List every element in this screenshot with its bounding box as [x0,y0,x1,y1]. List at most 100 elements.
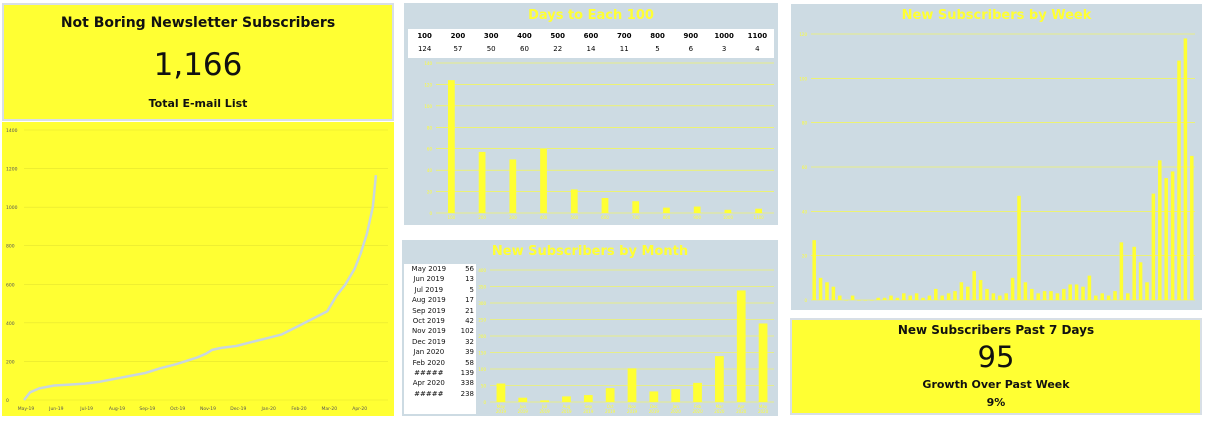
week-svg-bar [831,286,836,300]
cumulative-xtick: Aug-19 [109,406,125,412]
week-svg-bar [1151,193,1156,300]
week-svg-bar [972,271,976,300]
month-table-month: Jun 2019 [413,275,445,284]
days-svg-ytick: 40 [427,168,433,173]
month-svg-xtick: Apr [738,404,745,409]
days-chart: 0 20 40 60 80 100 120 140 100 200 300 400 500 600 700 8… [424,61,774,220]
week-svg-bar [882,297,887,300]
days-svg-ytick: 120 [424,82,432,87]
month-svg-bar [715,356,724,402]
week-svg-bar [870,300,874,301]
days-svg-xtick: 1100 [754,215,765,220]
week-svg-bar [927,295,932,300]
month-table-month: May 2019 [411,265,447,273]
days-table-value: 5 [655,45,660,53]
month-svg-xtick: 2020 [736,409,747,414]
days-table-header: 900 [683,32,699,40]
monthly-title: New Subscribers by Month [491,244,689,259]
week-svg-bar [902,293,906,300]
month-table-month: ##### [414,369,444,378]
days-table-value: 3 [721,45,727,53]
cumulative-ytick: 600 [6,282,15,288]
cumulative-ytick: 1400 [6,128,18,134]
week-svg-bar [1004,293,1008,300]
month-svg-ytick: 100 [478,367,486,372]
week-svg-ytick: 60 [802,165,808,170]
week-svg-bar [895,297,900,300]
days-table-value: 4 [755,45,760,53]
month-table-row: Jan 2020 39 [404,347,476,357]
month-table-value: 238 [460,389,474,398]
month-svg-bar [496,383,506,402]
days-svg-ytick: 0 [429,211,432,216]
days-svg-xtick: 800 [663,215,671,220]
month-svg-bar [518,397,528,402]
month-table-value: 139 [460,369,474,378]
week-svg-bar [1017,195,1021,300]
days-table-value: 11 [619,45,629,53]
month-svg-xtick: 2019 [583,409,594,414]
month-svg-ytick: 250 [478,318,486,323]
month-table-month: ##### [414,389,444,398]
week-svg-ytick: 40 [802,209,808,214]
days-svg-xtick: 1000 [723,215,734,220]
week-svg-bar [940,295,944,300]
month-svg-xtick: 2019 [649,409,660,414]
days-table-header: 100 [417,32,432,40]
kpi-week-title: New Subscribers Past 7 Days [897,323,1095,337]
cumulative-xtick: Dec-19 [230,406,246,412]
month-table-row: Jul 2019 5 [404,285,476,295]
week-svg-bar [818,277,823,300]
month-svg-xtick: 2020 [714,409,725,414]
month-svg-bar [583,395,593,402]
days-svg-xtick: 200 [478,215,486,220]
cumulative-xtick: Feb-20 [291,406,306,412]
days-svg-ytick: 60 [427,147,433,152]
monthly-chart: 050100150200250300350400May2019Jun2019Ju… [478,268,774,414]
week-svg-ytick: 0 [804,298,807,303]
month-table-value: 42 [465,317,474,326]
month-svg-bar [693,382,702,402]
cumulative-ytick: 1000 [6,205,18,211]
month-svg-xtick: 2019 [518,409,529,414]
month-svg-xtick: May [497,404,506,409]
days-svg-bar [478,151,486,213]
week-svg-ytick: 100 [799,76,807,81]
cumulative-xtick: Mar-20 [322,406,338,412]
cumulative-ytick: 400 [6,321,15,327]
days-svg-xtick: 400 [540,215,548,220]
days-table-value: 50 [486,45,496,53]
week-svg-bar [1081,286,1085,300]
month-table-month: Sep 2019 [412,306,446,315]
month-table-month: Apr 2020 [412,379,445,388]
days-table-header: 600 [583,32,599,40]
month-table-row: Apr 2020 338 [404,378,476,388]
week-svg-bar [1049,291,1053,300]
month-svg-ytick: 50 [481,384,487,389]
month-table-month: Nov 2019 [411,327,446,336]
days-svg-xtick: 500 [570,215,578,220]
days-table-header: 1100 [747,32,768,40]
week-svg-bar [921,297,925,300]
month-svg-xtick: 2019 [627,409,638,414]
cumulative-xtick: May-19 [18,406,35,412]
days-svg-xtick: 100 [448,215,456,220]
month-table-value: 13 [465,275,474,284]
days-panel: Days to Each 100 100 200 300 400 500 600 700 80… [404,3,778,225]
month-svg-xtick: 2020 [692,409,703,414]
week-svg-bar [934,288,938,300]
month-svg-ytick: 0 [483,400,486,405]
days-table-header-row: 100 200 300 400 500 600 700 800 900 1000 1100 [408,32,774,42]
month-table-month: Jan 2020 [413,348,445,357]
month-table-row: Oct 2019 42 [404,316,476,326]
days-svg-bar [724,209,732,213]
kpi-total-panel: Not Boring Newsletter Subscribers 1,166 … [2,3,394,121]
week-svg-bar [1100,293,1104,300]
week-svg-bar [998,295,1002,300]
days-table-header: 200 [450,32,466,40]
month-table-row: Dec 2019 32 [404,337,476,347]
cumulative-xtick: Nov-19 [200,406,216,412]
month-svg-xtick: 2019 [561,409,572,414]
days-svg-ytick: 20 [427,190,433,195]
month-svg-xtick: 2019 [496,409,507,414]
